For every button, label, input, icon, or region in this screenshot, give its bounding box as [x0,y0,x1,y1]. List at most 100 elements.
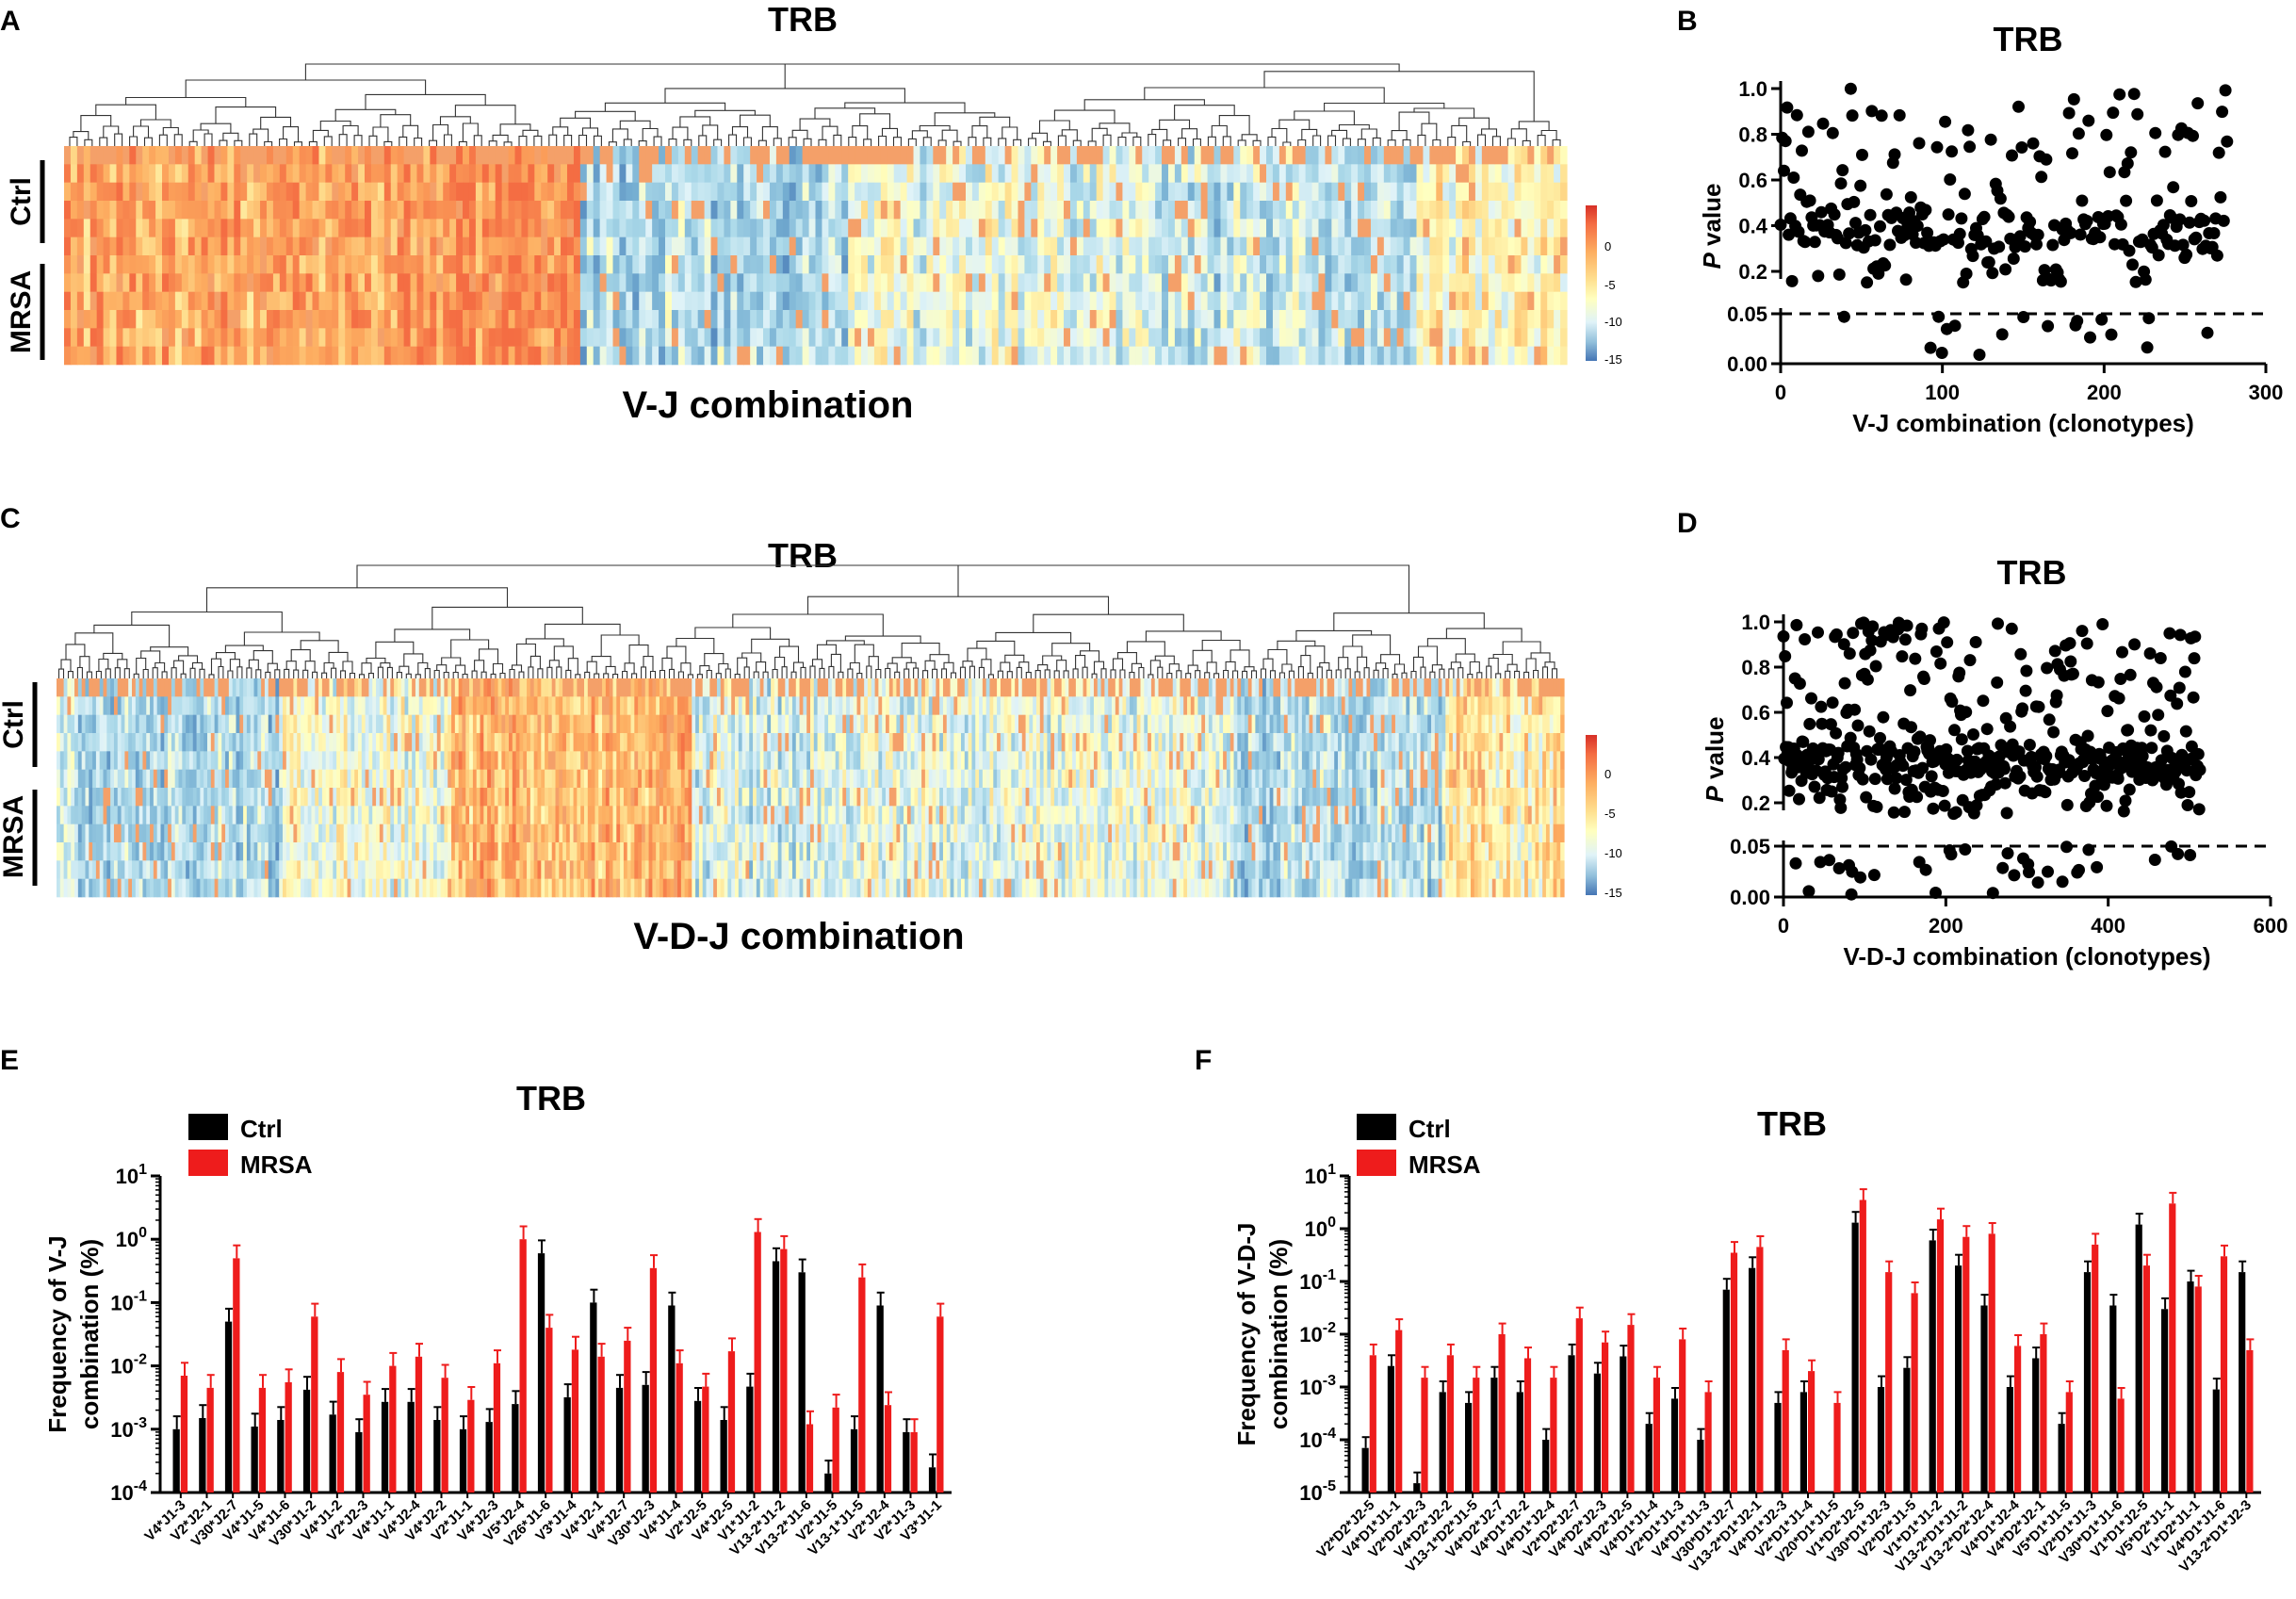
heatmap-cell [1031,273,1038,292]
heatmap-cell [1122,237,1130,256]
heatmap-cell [297,806,301,824]
heatmap-cell [350,860,355,879]
heatmap-cell [1409,291,1418,311]
heatmap-cell [194,146,203,165]
dendrogram-branch [1316,666,1323,678]
heatmap-cell [1050,273,1058,292]
heatmap-cell [808,328,817,347]
heatmap-cell [116,346,124,366]
heatmap-cell [329,751,334,770]
y-tick-label: 0.6 [1738,169,1767,192]
heatmap-cell [325,714,331,734]
heatmap-cell [232,733,237,752]
heatmap-cell [196,824,201,843]
heatmap-cell [89,733,93,752]
heatmap-cell [188,842,194,861]
heatmap-cell [264,678,269,697]
dendrogram-branch [680,662,692,675]
heatmap-cell [160,751,165,770]
heatmap-cell [463,164,470,183]
heatmap-cell [279,328,287,347]
heatmap-cell [228,714,234,734]
heatmap-cell [325,824,331,843]
heatmap-cell [468,346,477,366]
heatmap-cell [171,733,176,752]
heatmap-cell [691,255,699,274]
heatmap-cell [164,696,169,715]
heatmap-cell [867,146,875,165]
heatmap-cell [268,806,273,824]
heatmap-cell [275,842,280,861]
heatmap-cell [978,219,986,237]
heatmap-cell [1162,146,1169,165]
heatmap-cell [1331,237,1339,256]
dendrogram-branch [285,661,297,671]
heatmap-cell [1064,219,1071,237]
heatmap-cell [488,219,497,237]
heatmap-cell [103,842,107,861]
dendrogram-branch [1038,120,1070,134]
dendrogram-branch [537,668,544,678]
heatmap-cell [370,273,379,292]
data-point [2067,92,2080,106]
heatmap-cell [64,182,72,202]
heatmap-a-title: TRB [768,0,838,39]
heatmap-cell [329,878,334,898]
heatmap-cell [188,806,194,824]
heatmap-cell [404,751,409,770]
heatmap-cell [704,237,712,256]
heatmap-cell [1311,273,1320,292]
heatmap-cell [1403,328,1411,347]
heatmap-cell [1044,255,1051,274]
heatmap-cell [225,714,230,734]
heatmap-cell [855,255,862,274]
heatmap-cell [372,842,377,861]
heatmap-cell [514,328,523,347]
heatmap-cell [236,678,240,697]
heatmap-cell [1233,346,1241,366]
dendrogram-branch [1093,661,1105,675]
data-point [2054,275,2067,288]
heatmap-cell [106,824,111,843]
heatmap-cell [1162,273,1169,292]
heatmap-cell [1253,255,1261,274]
heatmap-cell [632,219,640,237]
heatmap-cell [448,824,452,843]
heatmap-cell [332,201,339,220]
heatmap-cell [1174,164,1182,183]
data-point [2013,230,2027,243]
heatmap-cell [1162,291,1169,311]
heatmap-cell [1167,328,1176,347]
dendrogram-branch [131,611,283,632]
heatmap-cell [64,201,72,220]
heatmap-cell [465,842,470,861]
heatmap-cell [257,678,262,697]
heatmap-cell [260,291,268,311]
heatmap-cell [194,219,203,237]
heatmap-cell [403,291,412,311]
heatmap-cell [966,182,973,202]
heatmap-cell [146,824,151,843]
heatmap-cell [1162,182,1169,202]
heatmap-cell [1076,346,1084,366]
heatmap-cell [472,696,478,715]
heatmap-cell [192,696,198,715]
heatmap-cell [444,751,448,770]
heatmap-cell [1560,146,1568,165]
heatmap-cell [880,273,888,292]
heatmap-cell [1011,273,1019,292]
heatmap-cell [228,842,234,861]
heatmap-cell [1266,255,1274,274]
heatmap-cell [1409,201,1418,220]
heatmap-cell [1011,146,1019,165]
heatmap-cell [514,310,523,329]
heatmap-cell [998,273,1006,292]
heatmap-cell [1069,182,1078,202]
heatmap-cell [358,878,363,898]
data-point [1899,273,1913,286]
heatmap-cell [162,346,170,366]
heatmap-cell [351,201,359,220]
heatmap-cell [124,769,129,789]
dendrogram-branch [1301,128,1318,140]
heatmap-cell [354,824,359,843]
